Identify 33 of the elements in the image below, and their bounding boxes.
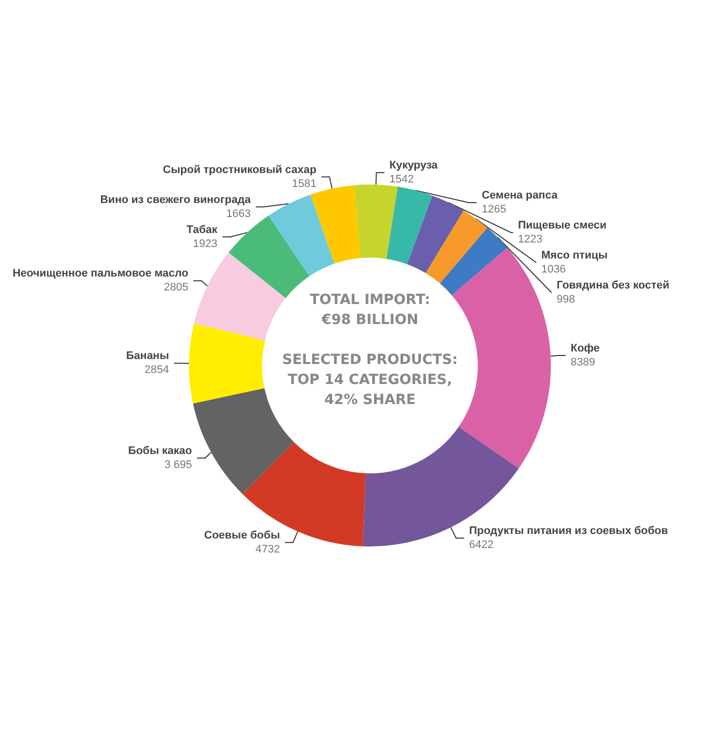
text: 42% SHARE: [324, 392, 416, 408]
slice-label: Вино из свежего винограда: [100, 194, 252, 206]
data-label: 4732: [255, 543, 280, 556]
slice-label: Бобы какао: [128, 445, 192, 458]
slice-label: Неочищенное пальмовое масло: [12, 268, 189, 280]
slice-label: Кукуруза: [389, 160, 439, 172]
data-label: 998: [556, 294, 575, 306]
text: €98 BILLION: [320, 312, 418, 328]
data-label: 1663: [226, 208, 251, 220]
data-label: 1223: [518, 234, 542, 246]
data-label: 1265: [482, 204, 506, 216]
slice-label: Продукты питания из соевых бобов: [469, 525, 668, 538]
data-label: 1036: [541, 264, 566, 276]
data-label: 1923: [192, 238, 218, 250]
data-label: 8389: [570, 356, 596, 369]
data-label: 3 695: [164, 459, 192, 472]
text: SELECTED PRODUCTS:: [282, 352, 458, 368]
data-label: 2805: [164, 282, 188, 294]
slice-label: Кофе: [570, 342, 600, 355]
slice-label: Бананы: [126, 350, 169, 362]
slice-label: Табак: [186, 224, 218, 236]
slice-label: Пищевые смеси: [518, 220, 607, 232]
slice-label: Сырой тростниковый сахар: [162, 164, 317, 176]
data-label: 2854: [144, 364, 169, 376]
data-label: 1542: [389, 174, 414, 186]
text: TOP 14 CATEGORIES,: [288, 372, 452, 388]
slice-label: Говядина без костей: [556, 280, 670, 292]
slice-label: Соевые бобы: [204, 529, 280, 542]
text: TOTAL IMPORT:: [310, 292, 430, 308]
slice-label: Мясо птицы: [541, 250, 608, 262]
data-label: 6422: [469, 539, 494, 552]
data-label: 1581: [292, 178, 316, 190]
slice-label: Семена рапса: [482, 190, 558, 202]
